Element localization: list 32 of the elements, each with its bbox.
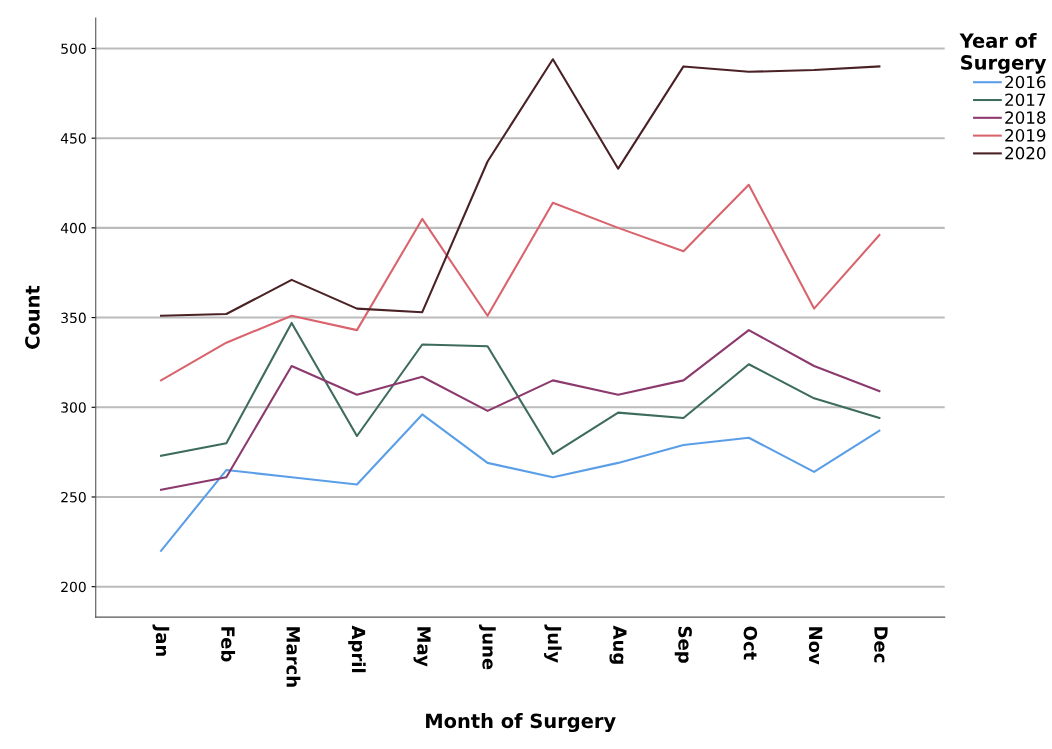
legend-label: 2016 (1005, 75, 1046, 89)
x-tick-label: Nov (808, 627, 823, 665)
line-series (160, 58, 881, 317)
x-tick-label: Sep (674, 626, 692, 663)
line-series (160, 183, 881, 382)
line-series (160, 321, 881, 457)
x-tick-label: July (544, 624, 562, 663)
line-series (160, 329, 881, 491)
y-tick-label: 350 (61, 312, 86, 324)
x-tick-label: March (286, 627, 301, 687)
y-tick-label: 250 (61, 491, 86, 503)
legend-label: 2020 (1005, 146, 1046, 160)
x-tick-label: June (478, 624, 496, 670)
legend-title: Year of Surgery (959, 32, 1047, 74)
x-tick-label: Dec (874, 627, 888, 663)
x-tick-label: Aug (609, 625, 627, 664)
x-tick-label: Feb (221, 627, 236, 662)
legend-label: 2019 (1005, 129, 1046, 142)
y-tick-label: 200 (61, 581, 86, 593)
y-tick-label: 400 (60, 222, 86, 234)
x-tick-label: Oct (743, 626, 758, 660)
x-tick-label: Jan (152, 624, 170, 656)
x-tick-label: April (348, 625, 366, 673)
legend-label: 2018 (1005, 111, 1046, 124)
y-tick-label: 450 (60, 133, 86, 144)
y-axis-title: Count (25, 285, 40, 349)
x-axis-title: Month of Surgery (426, 713, 616, 733)
y-tick-label: 300 (61, 402, 86, 413)
x-tick-label: May (413, 627, 431, 667)
y-tick-label: 500 (61, 43, 86, 54)
line-series (160, 413, 881, 552)
legend-label: 2017 (1005, 93, 1046, 107)
